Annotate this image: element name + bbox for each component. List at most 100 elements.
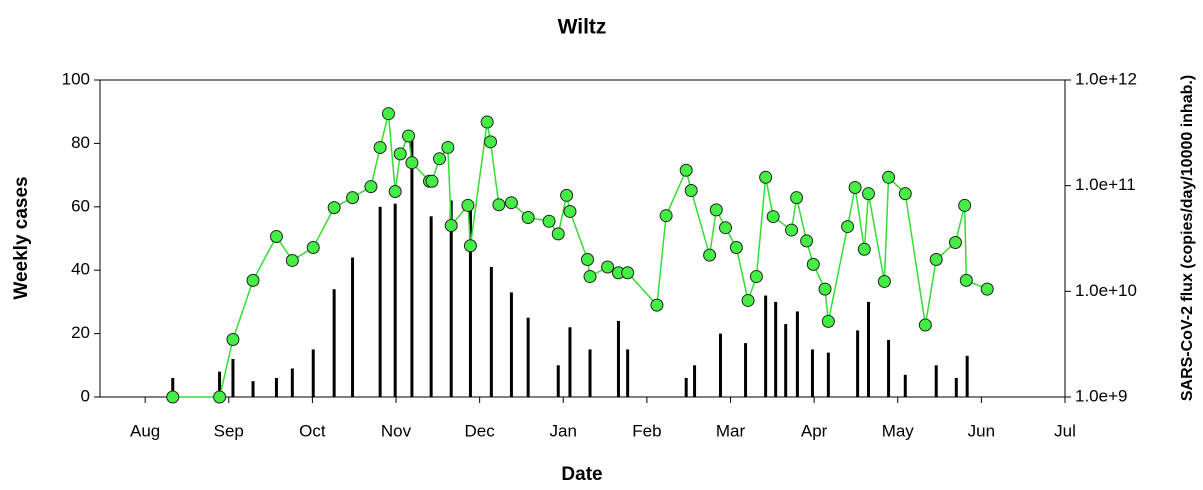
x-tick-label: Dec xyxy=(465,421,496,440)
marker xyxy=(841,220,855,234)
y2-tick-label: 1.0e+11 xyxy=(1075,175,1136,194)
bar xyxy=(378,206,382,397)
marker xyxy=(959,273,973,287)
bar xyxy=(693,365,697,397)
marker xyxy=(980,282,994,296)
marker xyxy=(818,282,832,296)
marker xyxy=(650,298,664,312)
marker xyxy=(364,180,378,194)
bar xyxy=(856,330,860,397)
y-axis-label: Weekly cases xyxy=(11,176,32,299)
marker xyxy=(861,187,875,201)
bar xyxy=(526,317,530,397)
marker xyxy=(405,156,419,170)
marker xyxy=(857,242,871,256)
marker xyxy=(521,210,535,224)
x-tick-label: Jan xyxy=(550,421,577,440)
bar xyxy=(468,206,472,397)
bar xyxy=(556,365,560,397)
marker xyxy=(246,273,260,287)
marker xyxy=(463,239,477,253)
bar xyxy=(616,320,620,397)
bar xyxy=(903,374,907,397)
marker xyxy=(882,170,896,184)
bar xyxy=(684,377,688,397)
marker xyxy=(898,187,912,201)
marker xyxy=(504,196,518,210)
marker xyxy=(388,185,402,199)
bar xyxy=(934,365,938,397)
bar xyxy=(810,349,814,397)
marker xyxy=(621,266,635,280)
marker xyxy=(848,181,862,195)
marker xyxy=(393,147,407,161)
bar xyxy=(887,339,891,397)
marker xyxy=(729,240,743,254)
x-tick-label: Nov xyxy=(381,421,412,440)
marker xyxy=(659,209,673,223)
y2-tick-label: 1.0e+9 xyxy=(1075,386,1127,405)
bar xyxy=(965,355,969,397)
marker xyxy=(166,390,180,404)
marker xyxy=(741,293,755,307)
x-axis-label: Date xyxy=(561,464,602,485)
bar xyxy=(274,377,278,397)
x-tick-label: Jul xyxy=(1054,421,1076,440)
marker xyxy=(929,253,943,267)
marker xyxy=(461,198,475,212)
marker xyxy=(766,210,780,224)
bar xyxy=(954,377,958,397)
x-tick-label: Sep xyxy=(214,421,244,440)
marker xyxy=(703,248,717,262)
marker xyxy=(213,390,227,404)
marker xyxy=(718,221,732,235)
bar xyxy=(290,368,294,397)
bar xyxy=(218,371,222,397)
bar xyxy=(489,267,493,397)
bar xyxy=(311,349,315,397)
bar xyxy=(795,311,799,397)
bar xyxy=(626,349,630,397)
marker xyxy=(425,174,439,188)
bar xyxy=(764,295,768,397)
marker xyxy=(563,204,577,218)
marker xyxy=(306,240,320,254)
marker xyxy=(684,184,698,198)
y-tick-label: 100 xyxy=(62,69,90,88)
marker xyxy=(551,227,565,241)
marker xyxy=(679,163,693,177)
bar xyxy=(332,289,336,397)
marker xyxy=(226,333,240,347)
bar xyxy=(171,377,175,397)
bar xyxy=(826,352,830,397)
marker xyxy=(581,253,595,267)
bar xyxy=(393,203,397,397)
marker xyxy=(785,223,799,237)
marker xyxy=(948,235,962,249)
bar xyxy=(784,324,788,397)
bar xyxy=(429,216,433,397)
marker xyxy=(877,274,891,288)
bar xyxy=(774,301,778,397)
x-tick-label: May xyxy=(882,421,915,440)
marker xyxy=(269,230,283,244)
plot-frame xyxy=(99,79,1066,398)
marker xyxy=(918,318,932,332)
marker xyxy=(327,201,341,215)
marker xyxy=(958,198,972,212)
y-tick-label: 80 xyxy=(71,133,90,152)
chart-title: Wiltz xyxy=(558,16,607,39)
bar xyxy=(588,349,592,397)
marker xyxy=(542,214,556,228)
line xyxy=(172,113,988,398)
bar xyxy=(231,358,235,397)
marker xyxy=(560,188,574,202)
marker xyxy=(492,198,506,212)
marker xyxy=(800,234,814,248)
x-tick-label: Feb xyxy=(632,421,661,440)
bar xyxy=(718,333,722,397)
marker xyxy=(346,191,360,205)
marker xyxy=(373,140,387,154)
marker xyxy=(285,253,299,267)
